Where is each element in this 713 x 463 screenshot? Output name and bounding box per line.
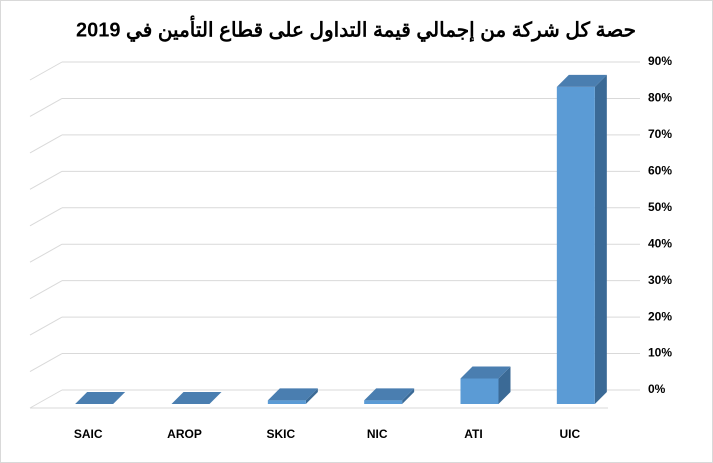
y-tick-label: 30% — [648, 273, 672, 287]
y-tick-label: 40% — [648, 236, 672, 250]
grid-line — [29, 316, 63, 336]
grid-line — [29, 61, 63, 81]
y-tick-label: 70% — [648, 127, 672, 141]
x-tick-label: SAIC — [74, 427, 103, 441]
x-tick-label: ATI — [464, 427, 482, 441]
y-tick-label: 80% — [648, 91, 672, 105]
bar-front — [556, 86, 595, 404]
bar-side — [305, 388, 318, 404]
y-tick-label: 10% — [648, 346, 672, 360]
x-tick-label: AROP — [167, 427, 202, 441]
bar-top — [460, 366, 511, 379]
grid-line — [29, 134, 63, 154]
bar — [267, 388, 318, 404]
y-tick-label: 0% — [648, 382, 666, 396]
bar-top — [171, 392, 222, 404]
grid-line — [29, 207, 63, 227]
bar-side — [594, 74, 607, 404]
y-tick-label: 50% — [648, 200, 672, 214]
bar-front — [460, 378, 499, 404]
x-tick-label: NIC — [367, 427, 388, 441]
bar — [364, 388, 415, 404]
x-tick-label: SKIC — [266, 427, 295, 441]
grid-line — [29, 243, 63, 263]
bar-top — [364, 388, 415, 401]
grid-line — [29, 280, 63, 300]
y-tick-label: 60% — [648, 164, 672, 178]
bar — [556, 74, 607, 404]
bar-side — [498, 366, 511, 404]
grid-line — [29, 353, 63, 372]
bar — [460, 366, 511, 404]
bar — [171, 392, 222, 404]
bar-top — [267, 388, 318, 401]
bar-front — [267, 400, 306, 404]
grid-line — [29, 389, 63, 409]
bar — [75, 392, 126, 404]
y-tick-label: 90% — [648, 54, 672, 68]
bar-top — [75, 392, 126, 404]
chart-title: حصة كل شركة من إجمالي قيمة التداول على ق… — [76, 15, 636, 42]
bar-side — [402, 388, 415, 404]
x-tick-label: UIC — [559, 427, 580, 441]
bar-top — [556, 74, 607, 87]
y-tick-label: 20% — [648, 309, 672, 323]
bar-front — [364, 400, 403, 404]
grid-line — [29, 98, 63, 117]
grid-line — [29, 170, 63, 190]
